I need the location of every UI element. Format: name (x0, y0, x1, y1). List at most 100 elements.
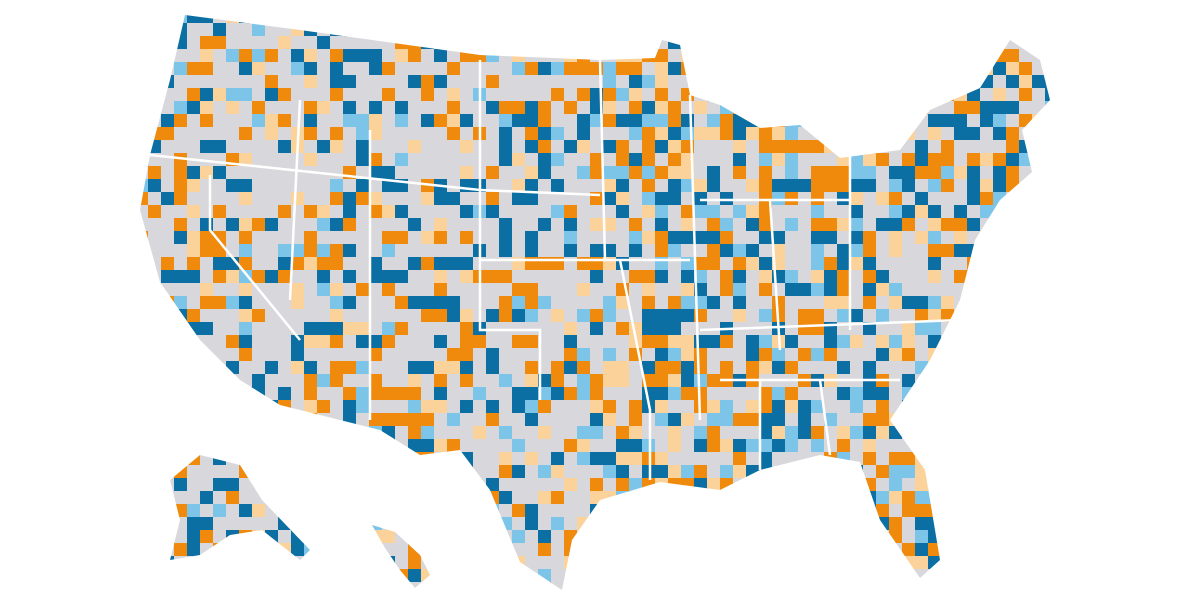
county-cell (395, 140, 409, 154)
county-cell (140, 413, 149, 427)
county-cell (707, 244, 721, 258)
county-cell (954, 127, 968, 141)
county-cell (460, 257, 474, 271)
county-cell (876, 166, 890, 180)
county-cell (408, 127, 422, 141)
county-cell (733, 400, 747, 414)
county-cell (161, 426, 175, 440)
county-cell (551, 49, 565, 63)
county-cell (1019, 127, 1033, 141)
county-cell (200, 296, 214, 310)
county-cell (746, 15, 760, 24)
county-cell (265, 387, 279, 401)
county-cell (590, 114, 604, 128)
county-cell (317, 413, 331, 427)
county-cell (902, 569, 916, 583)
county-cell (421, 296, 435, 310)
county-cell (304, 439, 318, 453)
county-cell (330, 75, 344, 89)
county-cell (876, 491, 890, 505)
county-cell (538, 36, 552, 50)
county-cell (733, 387, 747, 401)
county-cell (226, 504, 240, 518)
county-cell (629, 75, 643, 89)
county-cell (486, 491, 500, 505)
county-cell (330, 166, 344, 180)
county-cell (200, 309, 214, 323)
county-cell (785, 75, 799, 89)
county-cell (681, 335, 695, 349)
county-cell (590, 504, 604, 518)
county-cell (824, 153, 838, 167)
county-cell (798, 179, 812, 193)
county-cell (434, 127, 448, 141)
county-cell (993, 504, 1007, 518)
county-cell (1006, 439, 1020, 453)
county-cell (668, 569, 682, 583)
county-cell (174, 127, 188, 141)
county-cell (915, 465, 929, 479)
county-cell (772, 413, 786, 427)
county-cell (564, 15, 578, 24)
county-cell (447, 101, 461, 115)
county-cell (928, 231, 942, 245)
county-cell (460, 582, 474, 590)
county-cell (330, 413, 344, 427)
county-cell (980, 101, 994, 115)
county-cell (382, 335, 396, 349)
county-cell (733, 231, 747, 245)
county-cell (512, 166, 526, 180)
county-cell (1045, 348, 1050, 362)
county-cell (408, 270, 422, 284)
county-cell (590, 569, 604, 583)
county-cell (928, 205, 942, 219)
county-cell (525, 244, 539, 258)
county-cell (499, 101, 513, 115)
county-cell (850, 335, 864, 349)
county-cell (551, 166, 565, 180)
county-cell (902, 439, 916, 453)
county-cell (902, 309, 916, 323)
county-cell (213, 400, 227, 414)
county-cell (499, 88, 513, 102)
county-cell (447, 595, 461, 600)
county-cell (538, 517, 552, 531)
county-cell (330, 569, 344, 583)
county-cell (954, 426, 968, 440)
county-cell (655, 23, 669, 37)
county-cell (421, 36, 435, 50)
county-cell (681, 569, 695, 583)
county-cell (681, 413, 695, 427)
county-cell (915, 62, 929, 76)
county-cell (148, 218, 162, 232)
county-cell (174, 231, 188, 245)
county-cell (668, 49, 682, 63)
county-cell (512, 478, 526, 492)
county-cell (265, 179, 279, 193)
county-cell (811, 465, 825, 479)
county-cell (395, 166, 409, 180)
county-cell (239, 361, 253, 375)
county-cell (577, 556, 591, 570)
county-cell (1019, 452, 1033, 466)
county-cell (140, 374, 149, 388)
county-cell (1045, 192, 1050, 206)
county-cell (551, 413, 565, 427)
county-cell (226, 335, 240, 349)
county-cell (928, 114, 942, 128)
county-cell (811, 62, 825, 76)
county-cell (746, 569, 760, 583)
county-cell (460, 400, 474, 414)
county-cell (1032, 218, 1046, 232)
county-cell (876, 452, 890, 466)
county-cell (902, 400, 916, 414)
county-cell (1045, 23, 1050, 37)
county-cell (772, 478, 786, 492)
county-cell (408, 452, 422, 466)
county-cell (720, 296, 734, 310)
county-cell (993, 270, 1007, 284)
county-cell (512, 270, 526, 284)
county-cell (512, 348, 526, 362)
county-cell (551, 374, 565, 388)
county-cell (746, 348, 760, 362)
